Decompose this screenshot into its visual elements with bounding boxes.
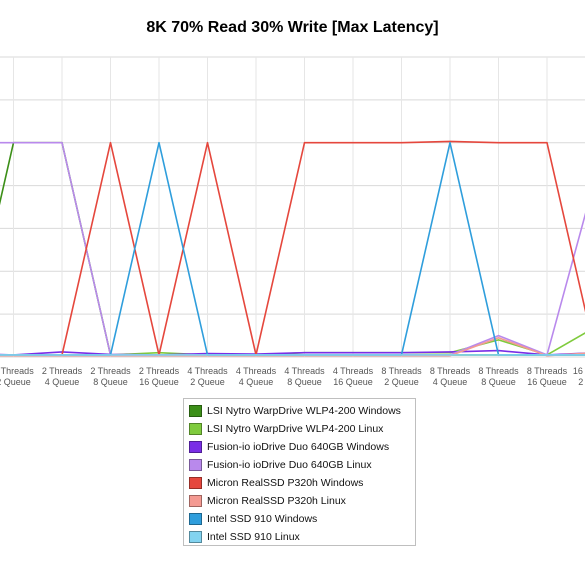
legend-swatch — [189, 423, 202, 435]
x-tick-label: 4 Threads 2 Queue — [187, 366, 228, 387]
legend-item: Fusion-io ioDrive Duo 640GB Linux — [189, 456, 415, 474]
series-line-3 — [0, 349, 585, 356]
x-tick-label: 4 Threads 4 Queue — [236, 366, 277, 387]
x-tick-label: 8 Threads 8 Queue — [478, 366, 519, 387]
legend-item: Intel SSD 910 Linux — [189, 528, 415, 546]
x-tick-label: 2 Threads 16 Queue — [139, 366, 180, 387]
legend-swatch — [189, 459, 202, 471]
legend-item: LSI Nytro WarpDrive WLP4-200 Windows — [189, 402, 415, 420]
legend-item: Fusion-io ioDrive Duo 640GB Windows — [189, 438, 415, 456]
legend-label: Intel SSD 910 Linux — [207, 531, 300, 543]
series-line-4 — [0, 141, 585, 356]
legend-swatch — [189, 513, 202, 525]
legend-label: Micron RealSSD P320h Windows — [207, 477, 364, 489]
legend-label: Intel SSD 910 Windows — [207, 513, 318, 525]
legend-swatch — [189, 441, 202, 453]
legend-item: Micron RealSSD P320h Linux — [189, 492, 415, 510]
x-tick-label: 8 Threads 16 Queue — [527, 366, 568, 387]
legend-label: Micron RealSSD P320h Linux — [207, 495, 346, 507]
x-tick-label: 2 Threads 8 Queue — [90, 366, 131, 387]
legend-swatch — [189, 405, 202, 417]
legend-swatch — [189, 495, 202, 507]
legend-item: Intel SSD 910 Windows — [189, 510, 415, 528]
chart-title: 8K 70% Read 30% Write [Max Latency] — [146, 19, 439, 36]
legend-label: Fusion-io ioDrive Duo 640GB Linux — [207, 459, 372, 471]
legend-label: LSI Nytro WarpDrive WLP4-200 Linux — [207, 423, 384, 435]
legend-item: Micron RealSSD P320h Windows — [189, 474, 415, 492]
legend: LSI Nytro WarpDrive WLP4-200 Windows LSI … — [183, 398, 416, 546]
series-line-6 — [0, 336, 585, 357]
x-tick-label: 4 Threads 8 Queue — [284, 366, 325, 387]
legend-label: LSI Nytro WarpDrive WLP4-200 Windows — [207, 405, 401, 417]
legend-label: Fusion-io ioDrive Duo 640GB Windows — [207, 441, 390, 453]
x-tick-label: 8 Threads 2 Queue — [381, 366, 422, 387]
x-tick-label: 4 Threads 16 Queue — [333, 366, 374, 387]
series-line-7 — [0, 141, 585, 356]
x-tick-label: 2 Threads 4 Queue — [42, 366, 83, 387]
x-tick-label: 8 Threads 4 Queue — [430, 366, 471, 387]
series-line-1 — [0, 141, 585, 356]
legend-item: LSI Nytro WarpDrive WLP4-200 Linux — [189, 420, 415, 438]
series-line-5 — [0, 140, 585, 356]
legend-swatch — [189, 477, 202, 489]
legend-swatch — [189, 531, 202, 543]
